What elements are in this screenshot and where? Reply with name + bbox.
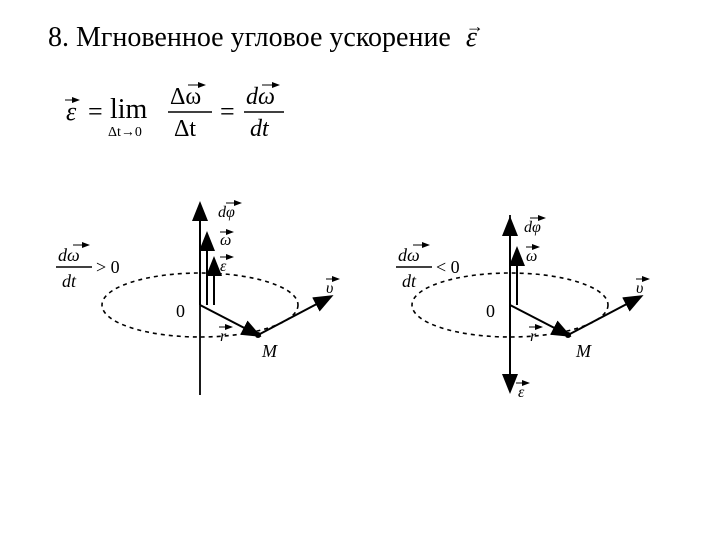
right-label-v: υ xyxy=(636,280,643,297)
formula-eps: ε xyxy=(66,97,77,126)
title-epsilon: → ε xyxy=(466,22,477,53)
formula-frac1-num: Δω xyxy=(170,84,201,110)
formula-svg: ε = lim Δt→0 Δω Δt = dω dt xyxy=(60,78,380,148)
left-label-M: M xyxy=(261,341,278,361)
left-v-vector xyxy=(258,297,330,335)
epsilon-vector-arrow: → xyxy=(466,16,484,37)
left-label-dphi: dφ xyxy=(218,204,235,221)
left-zero: 0 xyxy=(176,301,185,321)
cond-left-num: dω xyxy=(58,245,80,265)
right-label-eps: ε xyxy=(518,384,525,401)
left-label-v: υ xyxy=(326,280,333,297)
right-zero: 0 xyxy=(486,301,495,321)
left-label-omega: ω xyxy=(220,232,231,249)
cond-left-op: > 0 xyxy=(96,257,120,277)
cond-right-num: dω xyxy=(398,245,420,265)
formula-eq2: = xyxy=(220,97,235,126)
main-formula: ε = lim Δt→0 Δω Δt = dω dt xyxy=(60,78,380,153)
right-label-M: M xyxy=(575,341,592,361)
formula-frac1-den: Δt xyxy=(174,116,196,142)
left-label-eps: ε xyxy=(220,258,227,275)
diagram-right: dω dt < 0 0 dφ ω ε xyxy=(396,215,648,401)
diagrams-region: dω dt > 0 0 dφ ω ε xyxy=(0,185,720,445)
formula-frac2-num: dω xyxy=(246,84,275,110)
formula-lim-sub: Δt→0 xyxy=(108,125,142,140)
right-label-omega: ω xyxy=(526,248,537,265)
cond-right-op: < 0 xyxy=(436,257,460,277)
right-r-vector xyxy=(510,305,568,335)
right-label-dphi: dφ xyxy=(524,219,541,236)
cond-right-den: dt xyxy=(402,271,417,291)
title-text: 8. Мгновенное угловое ускорение xyxy=(48,22,451,53)
formula-frac2-den: dt xyxy=(250,116,270,142)
formula-eq1: = xyxy=(88,97,103,126)
page-title: 8. Мгновенное угловое ускорение → ε xyxy=(48,22,477,54)
right-label-r: r xyxy=(530,328,537,345)
right-v-vector xyxy=(568,297,640,335)
cond-left-den: dt xyxy=(62,271,77,291)
left-r-vector xyxy=(200,305,258,335)
diagram-left: dω dt > 0 0 dφ ω ε xyxy=(56,203,338,395)
diagrams-svg: dω dt > 0 0 dφ ω ε xyxy=(0,185,720,445)
left-label-r: r xyxy=(220,328,227,345)
formula-lim: lim xyxy=(110,94,148,125)
